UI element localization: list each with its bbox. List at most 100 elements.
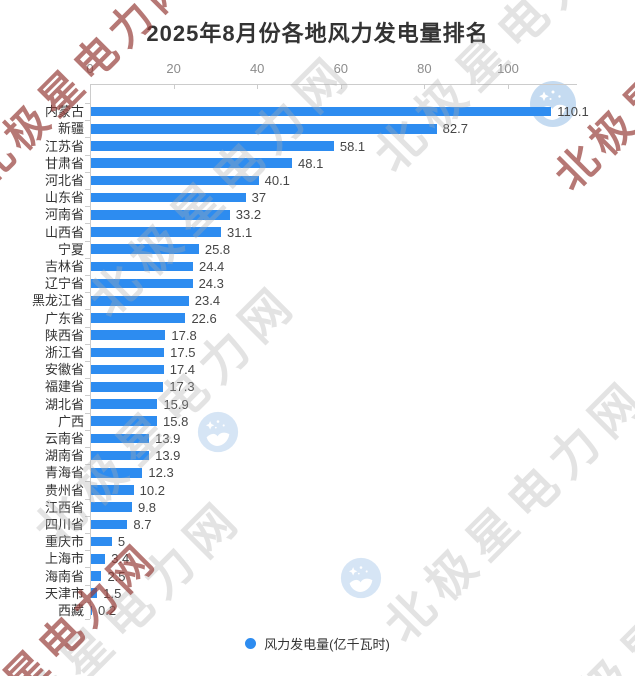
y-axis-tick-mark [85,189,90,190]
category-label: 陕西省 [44,327,84,343]
value-label: 22.6 [191,310,217,326]
bar[interactable] [91,571,102,581]
bar[interactable] [91,261,193,272]
bar[interactable] [91,296,189,306]
bar[interactable] [91,278,193,289]
bar[interactable] [91,588,98,598]
value-label: 17.8 [171,327,197,343]
bar[interactable] [91,106,552,117]
category-label: 云南省 [44,430,84,446]
bar[interactable] [91,468,143,478]
bar[interactable] [91,158,293,168]
bar[interactable] [91,330,166,340]
bar[interactable] [91,502,132,512]
y-axis-tick-mark [85,533,90,534]
x-axis-line [90,84,577,85]
value-label: 31.1 [226,224,253,240]
category-label: 甘肃省 [44,155,84,171]
y-axis-tick-mark [85,171,90,173]
y-axis-tick-mark [85,601,90,603]
category-label: 福建省 [44,379,84,395]
y-axis-tick-mark [85,619,90,620]
category-label: 天津市 [44,585,84,601]
legend-label: 风力发电量(亿千瓦时) [264,637,390,652]
x-axis-tick-mark [90,84,91,89]
y-axis-tick-mark [85,223,90,225]
y-axis-tick-mark [85,412,90,414]
bar[interactable] [91,313,186,323]
x-axis-tick-label: 40 [249,61,265,76]
y-axis-tick-mark [85,240,90,242]
value-label: 33.2 [235,207,262,223]
bar[interactable] [91,175,259,186]
category-label: 新疆 [57,121,84,137]
y-axis-tick-mark [85,343,90,345]
y-axis-tick-mark [85,154,90,156]
x-axis-tick-mark [340,84,342,89]
category-label: 辽宁省 [44,276,84,292]
x-axis-tick-mark [257,84,259,89]
y-axis-tick-mark [85,120,90,122]
category-label: 江苏省 [44,138,84,154]
y-axis-tick-mark [85,550,90,552]
category-label: 贵州省 [44,482,84,498]
category-label: 江西省 [44,499,84,515]
bar[interactable] [91,605,92,616]
category-label: 青海省 [44,465,84,481]
x-axis-tick-label: 80 [417,61,432,76]
bar[interactable] [91,227,221,237]
y-axis-tick-mark [85,447,90,448]
value-label: 8.7 [133,516,152,532]
y-axis-tick-mark [85,395,90,397]
value-label: 13.9 [155,448,181,464]
bar[interactable] [91,244,199,254]
value-label: 37 [251,190,267,206]
bar[interactable] [91,399,158,409]
bar[interactable] [91,364,164,375]
bar[interactable] [91,433,150,444]
y-axis-tick-mark [85,275,90,276]
chart-title: 2025年8月份各地风力发电量排名 [146,21,489,46]
category-label: 广东省 [44,310,84,326]
category-label: 广西 [57,413,84,429]
value-label: 10.2 [139,482,165,498]
bar[interactable] [91,536,112,547]
y-axis-tick-mark [85,378,90,380]
value-label: 12.3 [148,465,174,481]
value-label: 9.8 [137,499,157,515]
category-label: 吉林省 [44,258,84,274]
category-label: 西藏 [57,602,84,618]
category-label: 安徽省 [44,362,84,378]
bar[interactable] [91,382,164,392]
value-label: 15.8 [163,413,189,429]
x-axis-tick-label: 0 [86,61,94,76]
y-axis-tick-mark [85,429,90,431]
y-axis-tick-mark [85,481,90,483]
value-label: 40.1 [264,172,290,188]
bar[interactable] [91,124,437,134]
value-label: 25.8 [204,241,231,257]
bar[interactable] [91,554,106,564]
category-label: 内蒙古 [44,104,84,120]
y-axis-tick-mark [85,257,90,259]
category-label: 山东省 [44,190,84,206]
chart-legend[interactable]: 风力发电量(亿千瓦时) [0,634,635,653]
bar[interactable] [91,210,230,220]
bar[interactable] [91,141,334,151]
category-label: 上海市 [44,551,84,567]
value-label: 23.4 [194,293,221,309]
bar[interactable] [91,519,128,530]
x-axis-tick-label: 100 [497,61,519,76]
y-axis-tick-mark [85,326,90,328]
bar[interactable] [91,450,150,461]
y-axis-tick-mark [85,464,90,466]
value-label: 17.3 [169,379,195,395]
y-axis-tick-mark [85,584,90,586]
bar[interactable] [91,192,246,203]
bar[interactable] [91,485,134,495]
bar[interactable] [91,347,165,358]
category-label: 湖北省 [44,396,84,412]
value-label: 5 [117,534,126,550]
bar[interactable] [91,416,158,426]
